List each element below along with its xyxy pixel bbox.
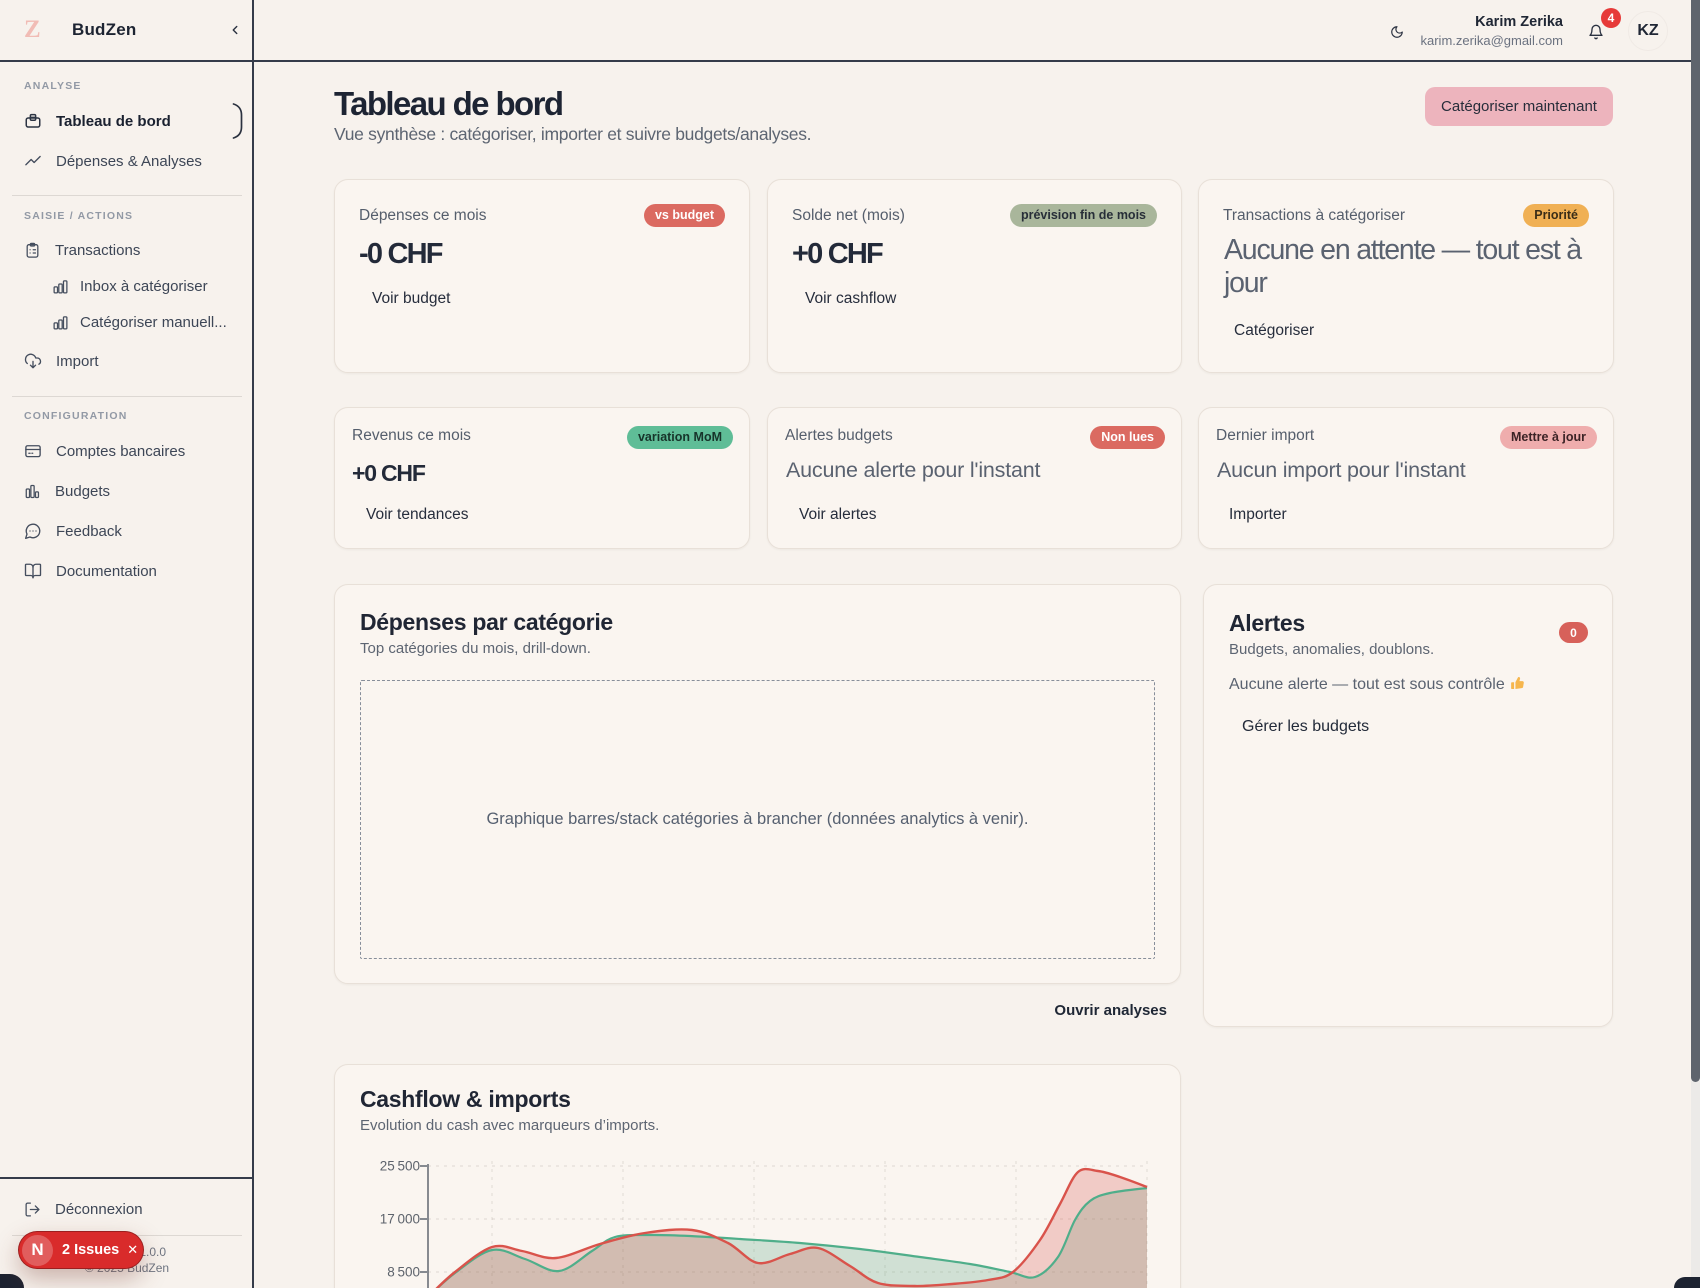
svg-text:17 000: 17 000 [380,1212,420,1227]
svg-text:25 500: 25 500 [380,1159,420,1174]
svg-text:8 500: 8 500 [387,1265,420,1280]
